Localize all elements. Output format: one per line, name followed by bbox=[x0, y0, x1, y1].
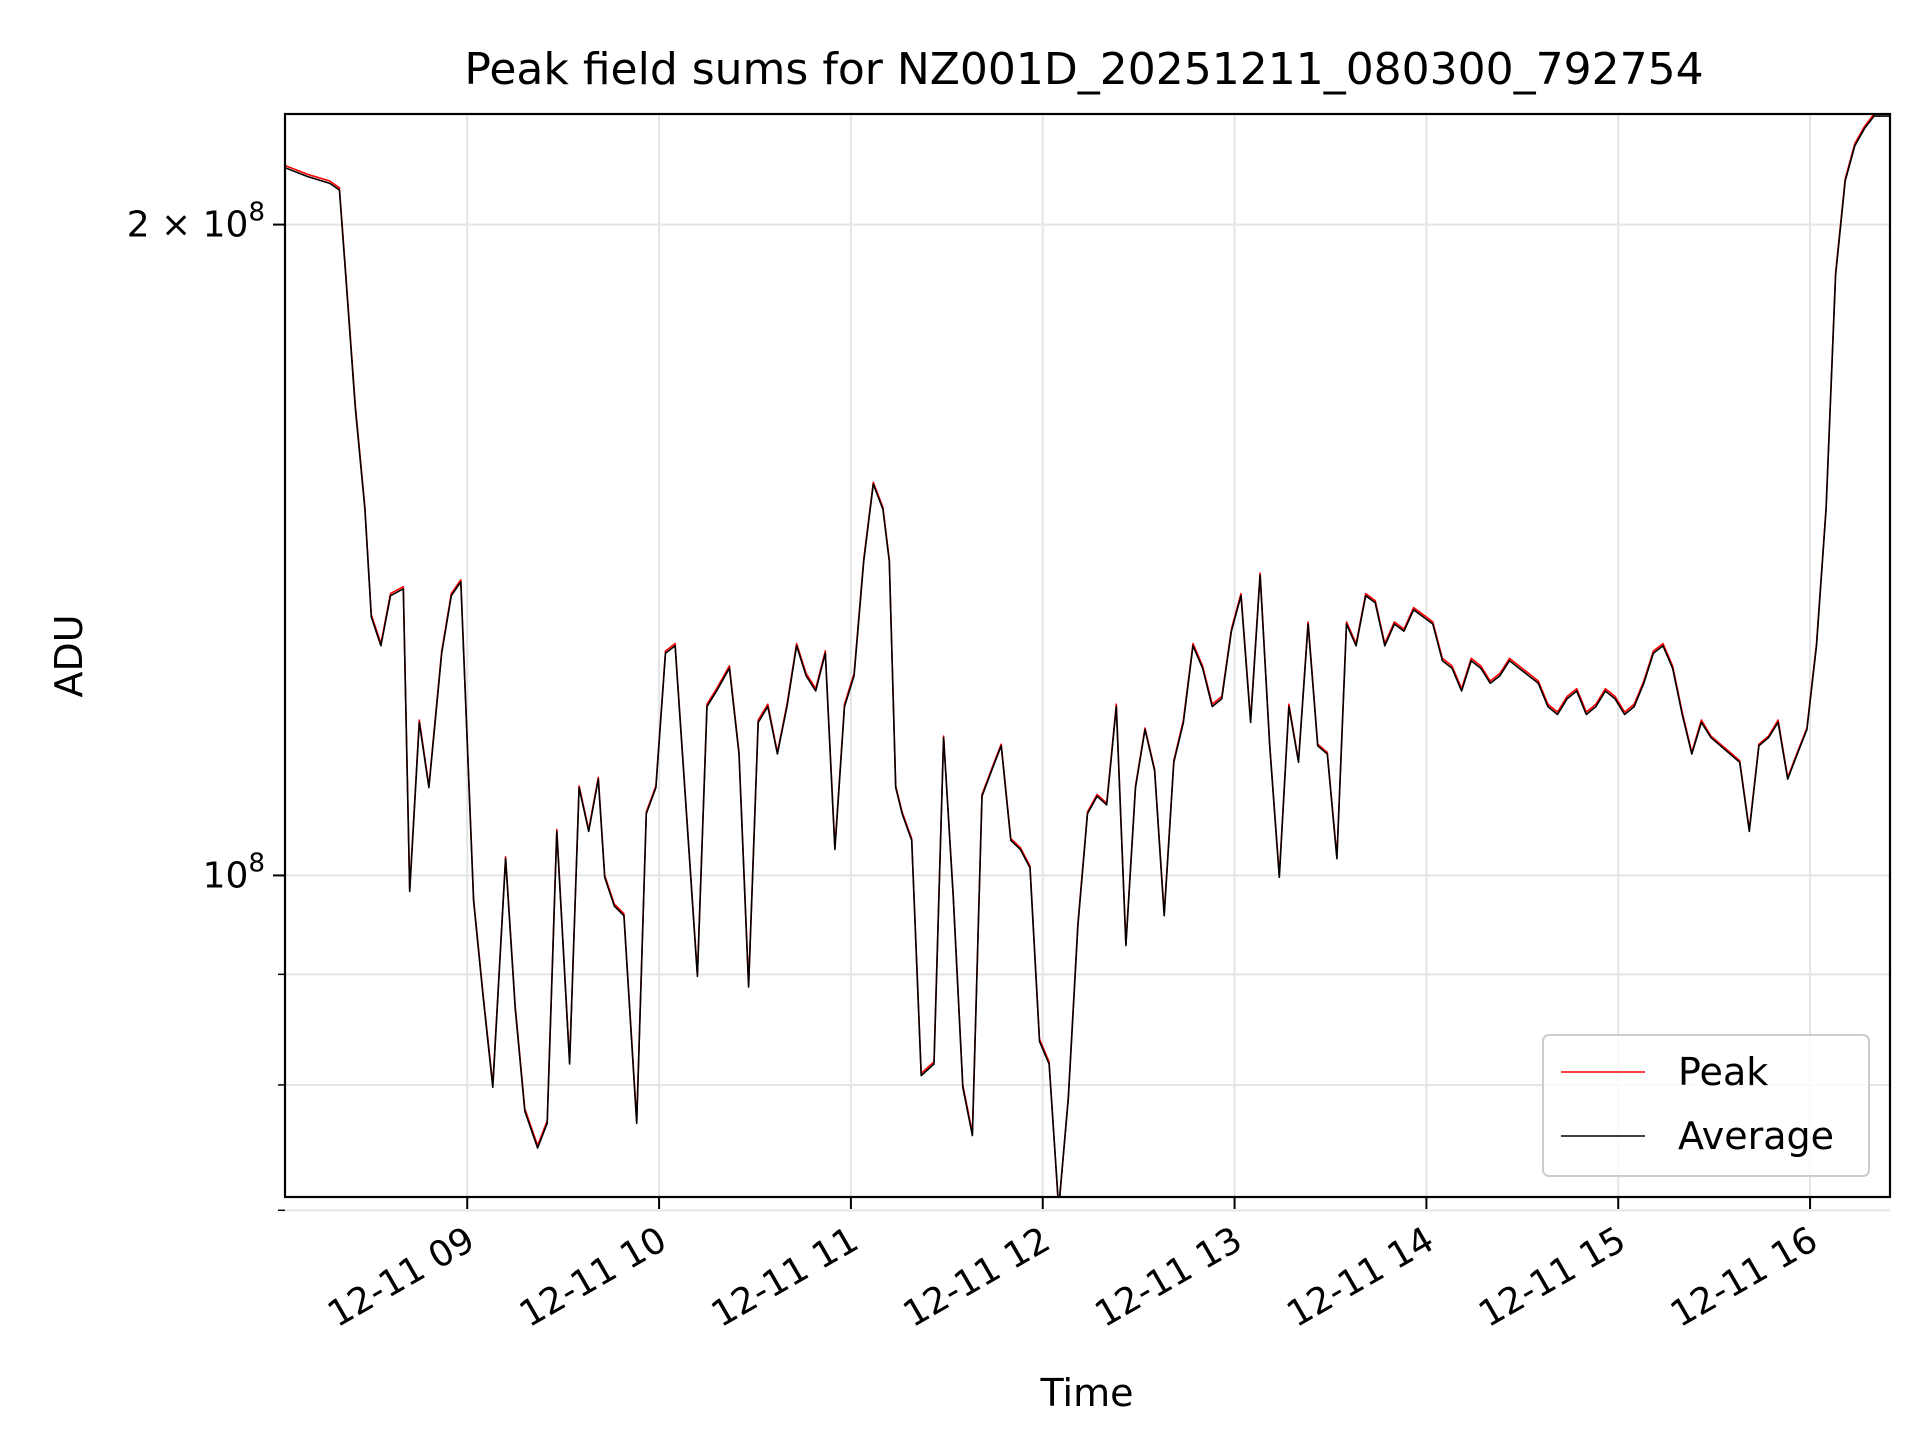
y-tick-label: 2 × 108 bbox=[127, 198, 265, 246]
legend-box bbox=[1542, 1034, 1870, 1177]
grid bbox=[285, 114, 1890, 1212]
legend-label: Average bbox=[1678, 1114, 1834, 1158]
y-tick-label-base: 10 bbox=[203, 855, 249, 896]
y-tick-label-exponent: 8 bbox=[248, 848, 265, 878]
y-axis-label: ADU bbox=[47, 614, 91, 697]
y-tick-label-base: 2 × 10 bbox=[127, 205, 249, 246]
plot-area bbox=[285, 114, 1890, 1197]
chart-title: Peak field sums for NZ001D_20251211_0803… bbox=[464, 44, 1703, 95]
y-tick-label: 108 bbox=[203, 848, 265, 896]
axes-frame bbox=[283, 112, 1892, 1199]
legend: Peak Average bbox=[1542, 1034, 1870, 1177]
series-line-average bbox=[285, 115, 1890, 1197]
legend-label: Peak bbox=[1678, 1050, 1768, 1094]
x-axis-label: Time bbox=[1040, 1371, 1134, 1415]
y-tick-label-exponent: 8 bbox=[248, 198, 265, 228]
